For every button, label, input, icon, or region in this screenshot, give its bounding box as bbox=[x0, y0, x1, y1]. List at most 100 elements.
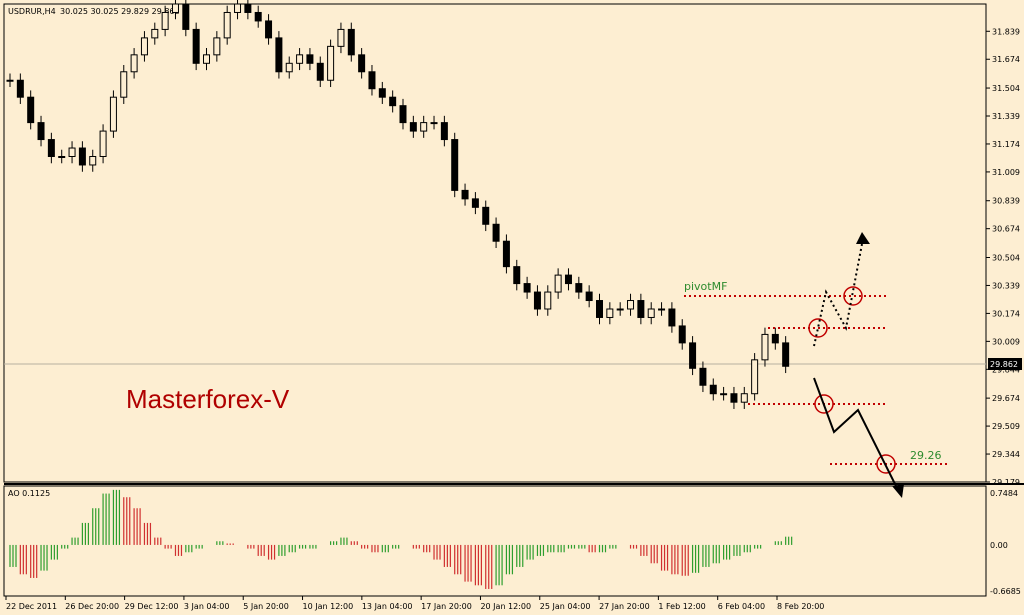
price-tick-label: 31.839 bbox=[992, 27, 1020, 36]
candle-body bbox=[203, 54, 210, 64]
candle-body bbox=[523, 283, 531, 293]
price-tick-label: 31.674 bbox=[992, 55, 1020, 64]
price-tick-label: 29.674 bbox=[992, 394, 1020, 403]
bullish-scenario-path bbox=[813, 243, 863, 347]
candle-body bbox=[306, 54, 314, 64]
price-axis: 31.839 31.674 31.504 31.339 31.174 31.009 30.8… bbox=[986, 27, 1020, 487]
ao-histogram bbox=[9, 489, 793, 589]
time-tick-label: 3 Jan 04:00 bbox=[184, 602, 230, 611]
candle-body bbox=[16, 79, 24, 98]
price-tick-label: 30.674 bbox=[992, 225, 1020, 234]
time-tick-label: 22 Dec 2011 bbox=[6, 602, 57, 611]
candle-body bbox=[78, 147, 86, 166]
candle-body bbox=[347, 28, 355, 56]
price-tick-label: 31.174 bbox=[992, 140, 1020, 149]
candle-body bbox=[668, 308, 676, 327]
price-tick-label: 31.504 bbox=[992, 84, 1020, 93]
candle-body bbox=[140, 37, 148, 56]
candle-body bbox=[471, 198, 479, 208]
resistance-circle bbox=[808, 318, 828, 338]
candle-body bbox=[151, 28, 159, 39]
candle-body bbox=[751, 359, 759, 395]
time-tick-label: 26 Dec 20:00 bbox=[65, 602, 119, 611]
candle-body bbox=[420, 122, 428, 132]
price-tick-label: 31.009 bbox=[992, 168, 1020, 177]
candle-body bbox=[399, 105, 407, 124]
current-price-label: 29.862 bbox=[990, 360, 1018, 369]
candle-body bbox=[296, 54, 304, 64]
candle-body bbox=[782, 342, 790, 367]
candle-body bbox=[47, 139, 55, 157]
candle-body bbox=[596, 300, 603, 318]
indicator-frame bbox=[3, 485, 987, 597]
candle-body bbox=[389, 96, 397, 107]
candle-body bbox=[492, 223, 500, 242]
time-tick-label: 8 Feb 20:00 bbox=[777, 602, 824, 611]
candle-body bbox=[327, 45, 335, 81]
candle-body bbox=[234, 3, 242, 13]
candle-body bbox=[6, 79, 14, 82]
candle-body bbox=[430, 122, 438, 125]
candle-body bbox=[161, 11, 169, 30]
candle-body bbox=[709, 384, 717, 395]
ohlc-values: 30.025 30.025 29.829 29.862 bbox=[60, 7, 180, 16]
time-tick-label: 1 Feb 12:00 bbox=[658, 602, 705, 611]
up-arrow-icon bbox=[856, 232, 870, 244]
candle-body bbox=[606, 308, 614, 318]
time-tick-label: 25 Jan 04:00 bbox=[540, 602, 591, 611]
ao-axis: 0.7484 0.00 -0.6685 bbox=[990, 489, 1021, 596]
time-tick-label: 17 Jan 20:00 bbox=[421, 602, 472, 611]
watermark-text: Masterforex-V bbox=[126, 384, 290, 414]
candle-body bbox=[37, 122, 45, 141]
candle-body bbox=[337, 28, 345, 47]
candle-body bbox=[316, 62, 324, 81]
candle-body bbox=[109, 96, 117, 132]
ao-tick-label: -0.6685 bbox=[990, 587, 1021, 596]
candle-body bbox=[461, 189, 469, 200]
level-lines bbox=[684, 295, 948, 465]
candle-body bbox=[740, 393, 748, 403]
candle-body bbox=[554, 274, 562, 293]
candle-body bbox=[192, 28, 200, 64]
candle-body bbox=[575, 283, 583, 293]
candle-body bbox=[637, 300, 645, 318]
candle-body bbox=[368, 71, 376, 90]
time-tick-label: 6 Feb 04:00 bbox=[718, 602, 765, 611]
price-tick-label: 29.344 bbox=[992, 450, 1020, 459]
target-circle bbox=[876, 454, 896, 474]
target-label: 29.26 bbox=[910, 449, 942, 462]
candle-body bbox=[130, 54, 138, 73]
candle-body bbox=[409, 122, 417, 132]
candle-body bbox=[223, 11, 231, 39]
candle-body bbox=[182, 3, 190, 30]
candle-body bbox=[616, 308, 624, 311]
candle-body bbox=[358, 54, 366, 73]
price-tick-label: 30.009 bbox=[992, 337, 1020, 346]
candle-body bbox=[378, 88, 386, 98]
candle-body bbox=[58, 155, 66, 158]
candle-body bbox=[440, 122, 448, 141]
price-tick-label: 29.509 bbox=[992, 422, 1020, 431]
candle-body bbox=[244, 3, 252, 13]
ao-tick-label: 0.00 bbox=[990, 541, 1008, 550]
candle-body bbox=[285, 62, 293, 73]
price-tick-label: 30.504 bbox=[992, 253, 1020, 262]
candle-body bbox=[89, 155, 97, 166]
candle-body bbox=[275, 37, 283, 73]
candle-body bbox=[68, 147, 76, 157]
time-tick-label: 13 Jan 04:00 bbox=[362, 602, 413, 611]
candle-body bbox=[213, 37, 221, 56]
price-tick-label: 30.174 bbox=[992, 309, 1020, 318]
support-circle bbox=[814, 394, 834, 414]
time-tick-label: 10 Jan 12:00 bbox=[303, 602, 354, 611]
time-tick-label: 5 Jan 20:00 bbox=[243, 602, 289, 611]
pivot-label: pivotMF bbox=[684, 280, 727, 293]
candle-body bbox=[120, 71, 128, 98]
candle-body bbox=[564, 274, 572, 285]
candle-body bbox=[99, 130, 107, 157]
current-price-tag bbox=[988, 358, 1022, 370]
main-plot-frame bbox=[3, 3, 987, 483]
price-tick-label: 30.339 bbox=[992, 281, 1020, 290]
candle-body bbox=[730, 393, 738, 403]
